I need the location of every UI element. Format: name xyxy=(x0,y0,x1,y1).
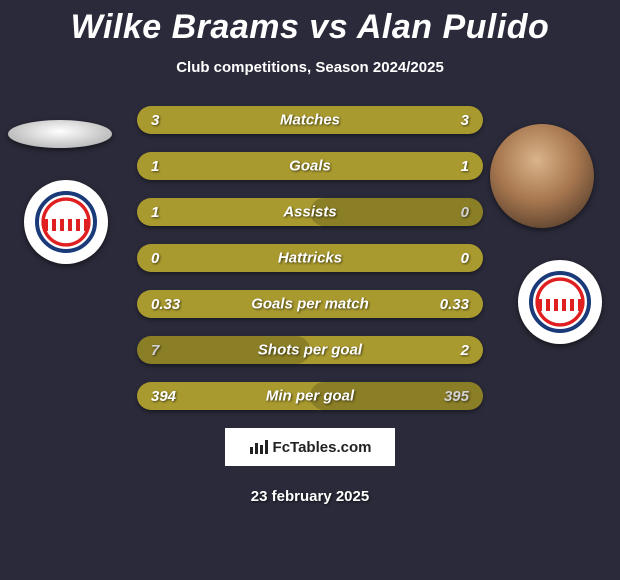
stat-left-value: 3 xyxy=(151,112,159,129)
season-subtitle: Club competitions, Season 2024/2025 xyxy=(0,59,620,76)
stat-label: Shots per goal xyxy=(258,342,362,359)
stat-label: Hattricks xyxy=(278,250,342,267)
stat-right-value: 0 xyxy=(461,250,469,267)
footer-date: 23 february 2025 xyxy=(0,488,620,505)
stat-label: Goals per match xyxy=(251,296,369,313)
stat-row: 0 Hattricks 0 xyxy=(137,244,483,272)
brand-badge[interactable]: FcTables.com xyxy=(225,428,395,466)
stat-left-value: 0 xyxy=(151,250,159,267)
stat-left-value: 394 xyxy=(151,388,176,405)
stats-container: 3Matches31Goals11Assists00Hattricks00.33… xyxy=(0,106,620,410)
stat-label: Assists xyxy=(283,204,336,221)
stat-right-value: 0.33 xyxy=(440,296,469,313)
stat-right-value: 2 xyxy=(461,342,469,359)
stat-label: Goals xyxy=(289,158,331,175)
stat-right-value: 1 xyxy=(461,158,469,175)
stat-label: Matches xyxy=(280,112,340,129)
chart-icon xyxy=(249,439,269,455)
stat-label: Min per goal xyxy=(266,388,354,405)
stat-row: 1 Goals 1 xyxy=(137,152,483,180)
stat-right-value: 3 xyxy=(461,112,469,129)
stat-row: 394Min per goal395 xyxy=(137,382,483,410)
stat-row: 1Assists0 xyxy=(137,198,483,226)
stat-row: 3 Matches 3 xyxy=(137,106,483,134)
stat-row: 0.33 Goals per match 0.33 xyxy=(137,290,483,318)
stat-left-value: 0.33 xyxy=(151,296,180,313)
stat-left-value: 1 xyxy=(151,158,159,175)
brand-label: FcTables.com xyxy=(273,439,372,456)
page-title: Wilke Braams vs Alan Pulido xyxy=(0,0,620,47)
stat-left-value: 1 xyxy=(151,204,159,221)
stat-row: 7Shots per goal2 xyxy=(137,336,483,364)
